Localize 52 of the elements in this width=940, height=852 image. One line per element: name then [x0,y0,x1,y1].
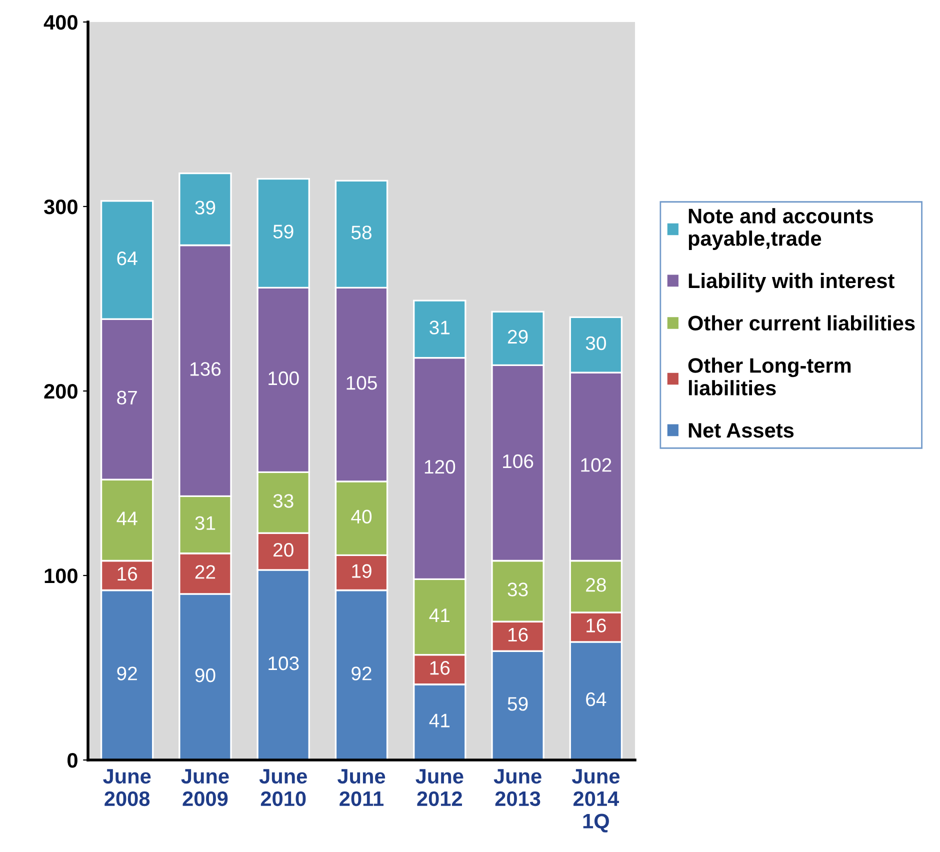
data-label: 59 [508,697,528,711]
data-label: 22 [195,565,216,579]
x-tick-label: June 2012 [416,769,464,806]
y-tick-label: 200 [44,384,78,399]
legend-label: Note and accounts payable,trade [688,208,874,250]
data-label: 102 [581,458,612,472]
data-label: 19 [352,564,372,578]
data-label: 92 [352,666,372,680]
data-label: 41 [429,608,450,622]
data-label: 16 [118,566,138,581]
data-label: 41 [429,714,450,728]
data-label: 39 [195,200,216,214]
legend-label: Net Assets [688,423,794,438]
x-tick-label: June 2010 [259,769,307,806]
y-tick-label: 400 [44,15,78,30]
data-label: 120 [424,460,456,474]
data-label: 30 [586,336,606,350]
y-tick-label: 300 [44,200,78,214]
data-label: 16 [508,628,528,642]
data-label: 58 [351,226,372,240]
x-tick-label: June 2014 1Q [572,769,620,832]
data-label: 31 [195,516,216,530]
legend-label: Other current liabilities [688,315,915,331]
x-tick-label: June 2011 [338,769,386,806]
data-label: 64 [117,251,138,266]
data-label: 44 [116,512,138,526]
data-label: 33 [508,582,528,596]
legend-label: Other Long-term liabilities [688,358,851,396]
y-tick-label: 100 [44,568,78,584]
x-tick-label: June 2009 [181,769,229,806]
data-label: 87 [117,390,137,405]
x-tick-label: June 2013 [494,769,542,806]
data-label: 92 [117,666,137,680]
data-label: 20 [274,542,294,557]
data-label: 29 [508,330,528,344]
data-label: 90 [195,668,216,682]
legend-label: Liability with interest [688,272,894,292]
data-label: 16 [586,618,606,632]
data-label: 105 [346,376,377,390]
data-label: 106 [503,454,534,468]
data-label: 33 [273,494,294,508]
data-label: 103 [268,656,299,670]
x-tick-label: June 2008 [103,769,151,806]
data-label: 16 [430,661,450,675]
y-tick-label: 0 [68,753,78,768]
data-label: 100 [268,371,299,386]
data-label: 59 [273,224,294,238]
data-label: 40 [351,510,372,524]
data-label: 28 [586,578,606,592]
data-label: 64 [586,692,606,706]
data-label: 31 [430,320,450,334]
data-label: 136 [190,362,221,376]
